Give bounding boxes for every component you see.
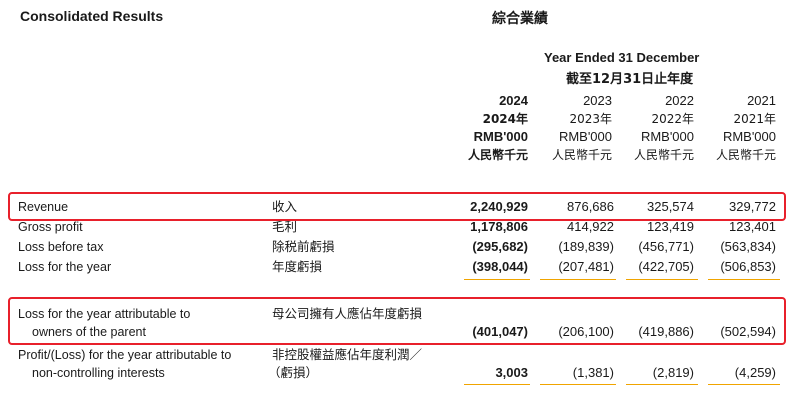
value-loss-for-year-2023: (207,481) [558,259,614,274]
column-year-zh: 2024年 [482,112,528,126]
value-loss-for-year-2024: (398,044) [472,259,528,274]
value-revenue-2024: 2,240,929 [470,199,528,214]
value-loss-before-tax-2023: (189,839) [558,239,614,254]
row-label-gross-profit-zh: 毛利 [272,219,298,234]
value-loss-owners-2023: (206,100) [558,324,614,339]
value-loss-for-year-2021: (506,853) [720,259,776,274]
row-label-nci-zh-line2: （虧損） [268,365,319,380]
value-loss-owners-2024: (401,047) [472,324,528,339]
row-label-loss-before-tax: Loss before tax [18,240,104,254]
value-revenue-2021: 329,772 [729,199,776,214]
row-label-loss-owners-line1: Loss for the year attributable to [18,307,191,321]
underline-2021 [708,279,780,280]
row-label-nci-line2: non-controlling interests [32,366,165,380]
row-label-revenue: Revenue [18,200,69,214]
column-unit: RMB'000 [722,129,776,144]
row-label-loss-for-year-zh: 年度虧損 [272,259,323,274]
underline-nci-2024 [464,384,530,385]
value-loss-before-tax-2024: (295,682) [472,239,528,254]
column-year: 2024 [499,93,528,108]
highlight-box-revenue [8,192,786,221]
value-nci-2022: (2,819) [652,365,694,380]
row-label-nci-line1: Profit/(Loss) for the year attributable … [18,348,232,362]
highlight-box-loss-owners [8,297,786,345]
value-revenue-2022: 325,574 [647,199,694,214]
value-gross-profit-2022: 123,419 [647,219,694,234]
underline-2024 [464,279,530,280]
column-unit: RMB'000 [640,129,694,144]
column-header-2022: 2022 2022年 RMB'000 人民幣千元 [604,92,694,164]
value-nci-2024: 3,003 [495,365,528,380]
section-title: Consolidated Results [20,8,164,24]
column-year: 2022 [665,93,694,108]
column-unit-zh: 人民幣千元 [633,148,694,162]
value-loss-before-tax-2021: (563,834) [720,239,776,254]
period-header: Year Ended 31 December [544,50,700,65]
column-unit-zh: 人民幣千元 [551,148,612,162]
column-year-zh: 2023年 [569,112,612,126]
column-header-2021: 2021 2021年 RMB'000 人民幣千元 [686,92,776,164]
value-loss-owners-2022: (419,886) [638,324,694,339]
value-nci-2023: (1,381) [572,365,614,380]
value-revenue-2023: 876,686 [567,199,614,214]
column-unit: RMB'000 [558,129,612,144]
row-label-loss-for-year: Loss for the year [18,260,112,274]
column-header-2024: 2024 2024年 RMB'000 人民幣千元 [440,92,528,164]
value-loss-before-tax-2022: (456,771) [638,239,694,254]
column-year-zh: 2021年 [733,112,776,126]
underline-nci-2022 [626,384,698,385]
column-header-2023: 2023 2023年 RMB'000 人民幣千元 [522,92,612,164]
row-label-revenue-zh: 收入 [272,199,298,214]
row-label-gross-profit: Gross profit [18,220,83,234]
value-gross-profit-2023: 414,922 [567,219,614,234]
column-unit: RMB'000 [473,129,528,144]
row-label-loss-owners-line2: owners of the parent [32,325,146,339]
value-loss-owners-2021: (502,594) [720,324,776,339]
underline-nci-2021 [708,384,780,385]
column-year-zh: 2022年 [651,112,694,126]
column-unit-zh: 人民幣千元 [715,148,776,162]
column-unit-zh: 人民幣千元 [467,148,528,162]
column-year: 2021 [747,93,776,108]
period-header-zh: 截至12月31日止年度 [566,72,694,87]
value-nci-2021: (4,259) [734,365,776,380]
section-title-zh: 綜合業績 [492,11,548,27]
row-label-loss-before-tax-zh: 除税前虧損 [272,239,335,254]
underline-nci-2023 [540,384,616,385]
value-loss-for-year-2022: (422,705) [638,259,694,274]
row-label-loss-owners-zh: 母公司擁有人應佔年度虧損 [272,306,423,321]
underline-2022 [626,279,698,280]
column-year: 2023 [583,93,612,108]
value-gross-profit-2024: 1,178,806 [470,219,528,234]
row-label-nci-zh-line1: 非控股權益應佔年度利潤／ [272,347,423,362]
value-gross-profit-2021: 123,401 [729,219,776,234]
underline-2023 [540,279,616,280]
